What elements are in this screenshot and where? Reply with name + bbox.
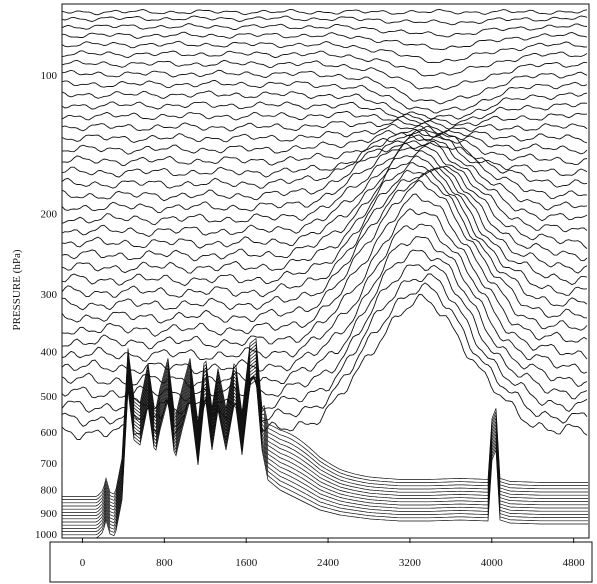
isentrope-line [61,125,588,189]
isentrope-line [61,79,588,114]
y-tick-label: 400 [41,346,58,358]
y-tick-label: 600 [41,427,58,439]
isentrope-line [61,23,588,38]
isentrope-line [61,173,588,311]
isentrope-line [61,40,588,64]
y-tick-label: 200 [41,208,58,220]
isentrope-line [61,15,588,26]
x-tick-label: 0 [80,557,86,569]
terrain-isentrope-line [62,363,588,523]
isentrope-line [61,110,588,130]
y-tick-label: 700 [41,458,58,470]
isentrope-line [61,223,588,362]
isentrope-line [61,129,588,155]
isentrope-line [61,8,588,16]
terrain-isentrope-line [62,372,588,532]
isentrope-line [61,134,588,214]
isentrope-line [61,90,588,120]
isentrope-line [61,31,588,51]
isentrope-line [61,101,588,126]
terrain-isentrope-line [62,360,588,520]
isentrope-line [61,145,588,238]
y-axis: 100 200 300 400 500 600 700 800 900 1000 [35,70,58,541]
y-tick-label: 900 [41,508,58,520]
plot-frame [61,3,590,539]
isentrope-line [61,150,588,249]
isentrope-line [61,162,588,274]
y-tick-label: 800 [41,485,58,497]
isentrope-line [61,236,588,375]
x-tick-label: 800 [156,557,173,569]
y-tick-label: 100 [41,70,58,82]
y-tick-label: 500 [41,391,58,403]
terrain-isentrope-line [62,344,588,504]
isentrope-lines [61,8,588,539]
x-tick-label: 1600 [235,557,258,569]
y-axis-title: PRESSURE (hPa) [11,249,23,330]
isentrope-line [61,59,588,90]
terrain-isentrope-line [62,366,588,526]
x-tick-label: 2400 [317,557,340,569]
isentrope-line [61,50,588,77]
x-tick-label: 3200 [399,557,422,569]
terrain-isentrope-line [62,347,588,507]
x-tick-label: 4800 [563,557,586,569]
isentrope-line [61,208,588,350]
isentrope-line [61,193,588,337]
x-tick-label: 4000 [481,557,504,569]
isentrope-line [61,123,588,144]
isentrope-line [61,134,588,166]
y-tick-label: 300 [41,289,58,301]
isentrope-line [61,155,588,262]
isentrope-line [61,119,588,133]
terrain-isentrope-line [62,350,588,510]
isentrope-line [61,129,588,202]
isentrope-line [61,69,588,105]
x-axis-box [49,541,593,583]
isentrope-line [61,170,588,298]
y-tick-label: 1000 [35,529,58,541]
terrain-isentrope-line [62,376,588,536]
terrain-isentrope-line [62,353,588,513]
isentrope-line [61,140,588,226]
terrain-isentrope-line [62,337,588,497]
isentrope-line [61,168,588,287]
isentrope-line [61,140,588,178]
terrain-isentrope-line [62,340,588,500]
terrain-isentrope-line [62,379,588,539]
x-axis: 0 800 1600 2400 3200 4000 4800 [80,538,585,569]
terrain-isentrope-line [62,356,588,516]
isentrope-line [61,179,588,324]
terrain-isentrope-line [62,369,588,529]
